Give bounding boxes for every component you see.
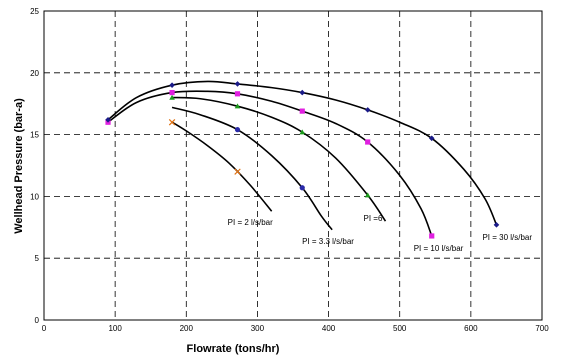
data-point: [234, 91, 241, 97]
data-point: [105, 116, 111, 123]
data-point: [429, 233, 435, 239]
x-tick-label: 200: [180, 324, 194, 333]
data-point: [428, 135, 435, 142]
y-tick-label: 0: [35, 316, 40, 325]
data-point: [364, 107, 371, 113]
series-labels: PI = 2 l/s/bar PI = 3.3 l/s/bar PI =6 PI = …: [228, 214, 533, 253]
x-tick-label: 700: [535, 324, 549, 333]
data-point: [299, 89, 306, 96]
x-tick-label: 100: [108, 324, 122, 333]
y-tick-label: 10: [30, 192, 39, 201]
x-tick-label: 0: [42, 324, 47, 333]
series-lines: [107, 80, 498, 237]
series-line: [107, 80, 498, 226]
data-point-stroke: [234, 168, 241, 175]
x-tick-label: 500: [393, 324, 407, 333]
series-line: [172, 96, 387, 222]
plot-area: [43, 10, 543, 321]
data-point: [169, 89, 175, 96]
data-point: [168, 119, 176, 126]
x-tick-label: 300: [251, 324, 265, 333]
x-axis-title: Flowrate (tons/hr): [187, 343, 280, 355]
data-point: [234, 81, 241, 87]
y-tick-label: 20: [30, 69, 39, 78]
data-point: [234, 127, 241, 133]
data-point: [364, 192, 371, 198]
x-tick-label: 600: [464, 324, 478, 333]
y-tick-label: 15: [30, 131, 39, 140]
series-label: PI = 30 l/s/bar: [482, 233, 532, 242]
y-axis-ticks: 0 5 10 15 20 25: [30, 7, 39, 325]
series-label: PI = 10 l/s/bar: [414, 244, 464, 253]
data-point: [169, 82, 175, 88]
data-point: [493, 222, 500, 228]
data-point-stroke: [168, 119, 176, 126]
x-tick-label: 400: [322, 324, 336, 333]
data-point: [365, 139, 371, 145]
grid: [44, 11, 542, 320]
x-axis-ticks: 0 100 200 300 400 500 600 700: [42, 324, 549, 333]
data-point: [234, 103, 241, 109]
series-markers: [105, 81, 500, 239]
series-label: PI =6: [363, 214, 382, 223]
series-label: PI = 2 l/s/bar: [228, 218, 273, 227]
series-line: [107, 90, 433, 237]
series-label: PI = 3.3 l/s/bar: [302, 237, 354, 246]
y-tick-label: 25: [30, 7, 39, 16]
y-axis-title: Wellhead Pressure (bar-a): [13, 98, 25, 234]
data-point: [299, 185, 305, 191]
y-tick-label: 5: [35, 254, 40, 263]
data-point: [299, 129, 306, 135]
series-line: [171, 121, 273, 212]
data-point: [169, 94, 175, 100]
series-line: [171, 106, 333, 231]
data-point: [234, 168, 241, 175]
data-point: [299, 108, 305, 114]
